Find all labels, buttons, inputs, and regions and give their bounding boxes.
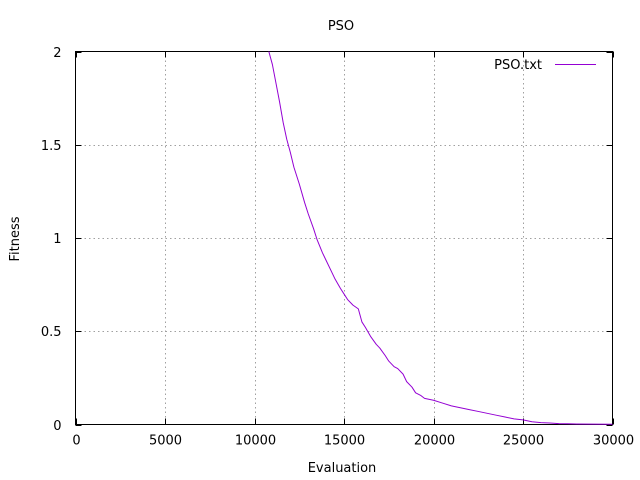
x-tick-label: 0 [72,434,80,449]
legend-label: PSO.txt [494,58,542,73]
x-tick-label: 10000 [235,434,276,449]
grid [75,51,613,425]
legend: PSO.txt [494,58,596,73]
x-tick-label: 20000 [414,434,455,449]
series-line [268,51,613,425]
axis-tick-labels: 0 5000 10000 15000 20000 25000 30000 0 0.5 1 1.5 2 [41,46,634,449]
y-tick-label: 1 [53,232,61,247]
x-tick-label: 15000 [324,434,365,449]
y-axis-label: Fitness [8,216,23,261]
x-tick-label: 5000 [149,434,182,449]
y-tick-label: 0.5 [41,325,62,340]
y-tick-label: 2 [53,46,61,61]
series-layer [268,51,613,425]
y-tick-label: 0 [53,419,61,434]
plot-frame [75,51,613,425]
y-tick-label: 1.5 [41,139,62,154]
chart-title: PSO [328,19,354,34]
x-tick-label: 30000 [593,434,634,449]
x-tick-label: 25000 [503,434,544,449]
x-axis-label: Evaluation [308,461,377,476]
